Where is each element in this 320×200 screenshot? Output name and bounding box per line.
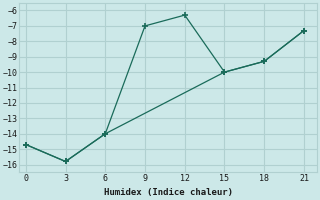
X-axis label: Humidex (Indice chaleur): Humidex (Indice chaleur) [104,188,233,197]
